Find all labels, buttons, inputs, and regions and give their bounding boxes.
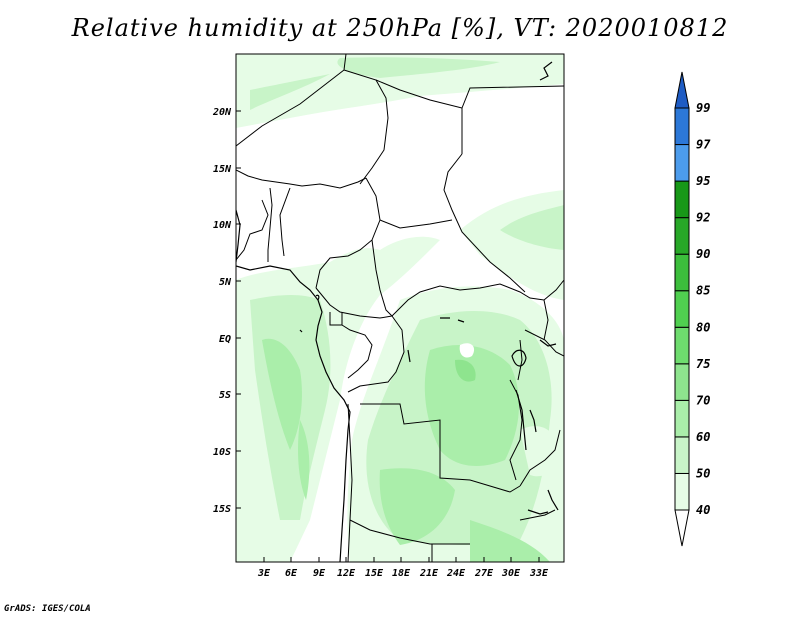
colorbar-label: 97 xyxy=(696,138,711,152)
lat-label: 15S xyxy=(213,504,231,515)
humidity-shading xyxy=(236,54,564,562)
colorbar-label: 90 xyxy=(696,247,710,261)
lon-label: 27E xyxy=(474,568,494,579)
colorbar-label: 50 xyxy=(696,466,710,480)
colorbar-segment xyxy=(674,363,690,401)
lon-label: 21E xyxy=(419,568,439,579)
map-title: Relative humidity at 250hPa [%], VT: 202… xyxy=(71,14,729,42)
colorbar-segment xyxy=(674,144,690,182)
coastlines xyxy=(236,61,559,562)
map-frame xyxy=(235,53,565,563)
colorbar-label: 92 xyxy=(696,211,710,225)
colorbar-label: 60 xyxy=(696,430,710,444)
lon-label: 24E xyxy=(446,568,466,579)
lon-label: 18E xyxy=(392,568,411,579)
colorbar-segment xyxy=(674,472,690,511)
colorbar-segment xyxy=(674,436,690,474)
colorbar-label: 80 xyxy=(696,320,710,334)
colorbar-segment xyxy=(674,217,690,255)
lat-label: 5S xyxy=(219,390,231,401)
colorbar-label: 40 xyxy=(696,503,710,517)
colorbar-min-arrow xyxy=(674,509,690,547)
lat-label: EQ xyxy=(219,334,231,345)
colorbar-label: 95 xyxy=(696,174,710,188)
colorbar-segment xyxy=(674,107,690,146)
lat-label: 5N xyxy=(219,277,232,288)
lat-label: 15N xyxy=(213,164,232,175)
colorbar: 40 50 60 70 75 80 85 90 92 95 97 99 xyxy=(674,71,711,547)
colorbar-segment xyxy=(674,290,690,328)
colorbar-label: 70 xyxy=(696,393,710,407)
colorbar-segment xyxy=(674,253,690,292)
colorbar-label: 85 xyxy=(696,284,710,298)
country-borders xyxy=(236,54,564,562)
credit-label: GrADS: IGES/COLA xyxy=(4,604,91,614)
colorbar-segment xyxy=(674,399,690,438)
lon-label: 33E xyxy=(529,568,549,579)
lon-label: 30E xyxy=(501,568,521,579)
lat-label: 20N xyxy=(212,107,232,118)
lon-label: 15E xyxy=(365,568,384,579)
lon-label: 9E xyxy=(313,568,326,579)
lon-label: 12E xyxy=(337,568,356,579)
axis-ticks xyxy=(236,110,540,562)
lat-label: 10S xyxy=(213,447,231,458)
colorbar-segment xyxy=(674,180,690,219)
colorbar-label: 75 xyxy=(696,357,710,371)
lat-label: 10N xyxy=(213,220,232,231)
colorbar-max-arrow xyxy=(674,71,690,109)
lon-label: 3E xyxy=(257,568,271,579)
colorbar-label: 99 xyxy=(696,101,710,115)
lon-label: 6E xyxy=(285,568,298,579)
colorbar-segment xyxy=(674,326,690,365)
